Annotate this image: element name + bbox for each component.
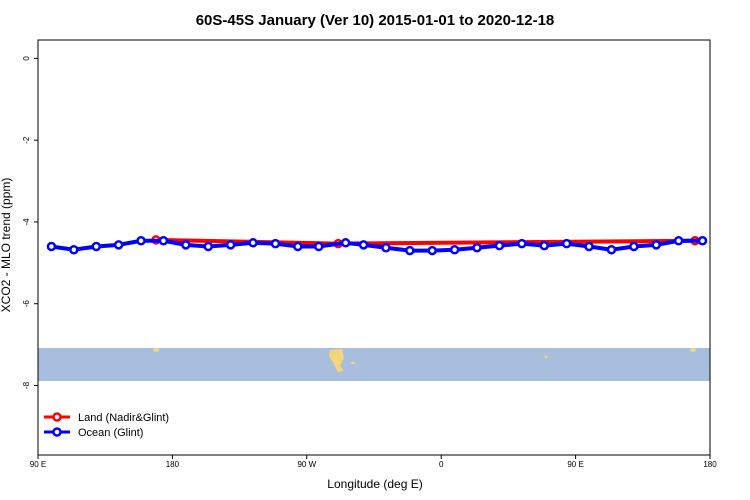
point [340, 238, 351, 248]
legend-marker [52, 412, 62, 422]
point [381, 242, 391, 253]
x-tick-label: 0 [439, 460, 444, 469]
point [181, 240, 191, 250]
point [270, 238, 281, 249]
point [472, 242, 482, 253]
point [313, 241, 324, 252]
point [405, 245, 415, 256]
map-strip [38, 348, 710, 381]
point [248, 238, 258, 248]
point [606, 244, 617, 255]
y-tick-label: -8 [22, 381, 31, 389]
point [136, 236, 146, 246]
point [584, 241, 594, 252]
y-tick-label: -4 [22, 218, 31, 226]
legend-marker [52, 427, 62, 437]
point [427, 245, 437, 256]
chart-title: 60S-45S January (Ver 10) 2015-01-01 to 2… [196, 12, 555, 29]
point [225, 240, 236, 250]
plot-frame [37, 39, 711, 456]
x-tick-label: 180 [703, 460, 717, 469]
legend-label: Land (Nadir&Glint) [78, 412, 169, 424]
y-tick-label: -2 [22, 136, 31, 144]
point [158, 236, 169, 246]
x-axis-label: Longitude (deg E) [327, 477, 422, 491]
point [539, 240, 549, 251]
point [46, 241, 57, 252]
point [517, 238, 527, 249]
point [561, 238, 572, 249]
legend-label: Ocean (Glint) [78, 427, 143, 439]
point [697, 236, 708, 246]
point [358, 240, 369, 250]
x-tick-label: 180 [166, 460, 180, 469]
x-tick-label: 90 E [30, 460, 46, 469]
point [629, 241, 639, 252]
y-axis-label: XCO2 - MLO trend (ppm) [0, 178, 13, 313]
point [293, 241, 303, 252]
point [113, 240, 124, 250]
point [673, 236, 684, 246]
point [69, 244, 79, 255]
point [494, 240, 505, 251]
y-tick-label: -6 [22, 300, 31, 308]
point [203, 241, 213, 252]
y-tick-label: 0 [22, 56, 31, 61]
point [449, 244, 460, 255]
point [651, 240, 661, 250]
x-tick-label: 90 W [297, 460, 316, 469]
x-tick-label: 90 E [567, 460, 583, 469]
point [91, 241, 101, 252]
